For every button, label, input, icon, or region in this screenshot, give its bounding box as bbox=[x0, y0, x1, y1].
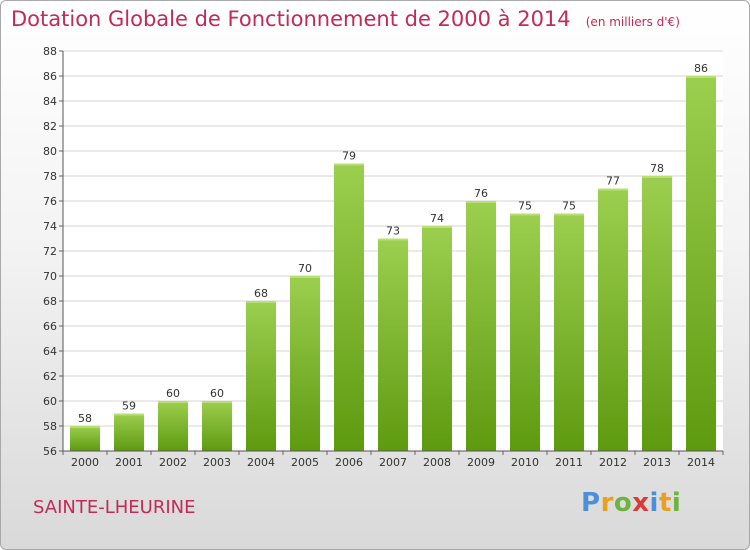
data-label: 60 bbox=[210, 387, 224, 400]
data-label: 74 bbox=[430, 212, 444, 225]
x-tick-label: 2002 bbox=[159, 456, 187, 469]
logo-letter: i bbox=[671, 488, 682, 518]
bar-highlight bbox=[466, 201, 496, 203]
bar bbox=[334, 163, 364, 451]
logo-letter: x bbox=[632, 488, 650, 518]
data-label: 76 bbox=[474, 187, 488, 200]
x-tick-label: 2010 bbox=[511, 456, 539, 469]
y-tick-label: 66 bbox=[43, 320, 57, 333]
bar bbox=[158, 401, 188, 451]
data-label: 79 bbox=[342, 150, 356, 163]
data-label: 70 bbox=[298, 262, 312, 275]
x-tick-label: 2013 bbox=[643, 456, 671, 469]
data-label: 58 bbox=[78, 412, 92, 425]
x-tick-label: 2011 bbox=[555, 456, 583, 469]
commune-name: SAINTE-LHEURINE bbox=[33, 497, 196, 518]
bar-highlight bbox=[202, 401, 232, 403]
y-tick-label: 64 bbox=[43, 345, 57, 358]
data-label: 77 bbox=[606, 175, 620, 188]
title-text: Dotation Globale de Fonctionnement de 20… bbox=[11, 7, 571, 31]
y-tick-label: 86 bbox=[43, 70, 57, 83]
y-tick-label: 68 bbox=[43, 295, 57, 308]
data-label: 75 bbox=[518, 200, 532, 213]
data-label: 75 bbox=[562, 200, 576, 213]
bar bbox=[202, 401, 232, 451]
y-tick-label: 62 bbox=[43, 370, 57, 383]
bar bbox=[510, 213, 540, 451]
logo-letter: r bbox=[600, 488, 614, 518]
y-tick-label: 80 bbox=[43, 145, 57, 158]
x-tick-label: 2005 bbox=[291, 456, 319, 469]
x-tick-label: 2007 bbox=[379, 456, 407, 469]
chart-title: Dotation Globale de Fonctionnement de 20… bbox=[11, 7, 680, 31]
x-tick-label: 2003 bbox=[203, 456, 231, 469]
y-tick-label: 56 bbox=[43, 445, 57, 458]
bar bbox=[466, 201, 496, 451]
bar-highlight bbox=[422, 226, 452, 228]
bar bbox=[246, 301, 276, 451]
bar bbox=[642, 176, 672, 451]
bar-highlight bbox=[114, 413, 144, 416]
bar bbox=[598, 188, 628, 451]
bar bbox=[422, 226, 452, 451]
bar-highlight bbox=[510, 213, 540, 216]
x-tick-label: 2009 bbox=[467, 456, 495, 469]
bar-highlight bbox=[290, 276, 320, 278]
bar-highlight bbox=[598, 188, 628, 191]
y-tick-label: 60 bbox=[43, 395, 57, 408]
y-tick-label: 88 bbox=[43, 45, 57, 58]
data-label: 73 bbox=[386, 225, 400, 238]
x-tick-label: 2006 bbox=[335, 456, 363, 469]
bar-highlight bbox=[642, 176, 672, 178]
y-tick-label: 72 bbox=[43, 245, 57, 258]
bar bbox=[70, 426, 100, 451]
x-tick-label: 2001 bbox=[115, 456, 143, 469]
y-tick-label: 84 bbox=[43, 95, 57, 108]
bar-highlight bbox=[554, 213, 584, 216]
data-label: 59 bbox=[122, 400, 136, 413]
bar-highlight bbox=[70, 426, 100, 428]
data-label: 78 bbox=[650, 162, 664, 175]
bar bbox=[378, 238, 408, 451]
y-tick-label: 74 bbox=[43, 220, 57, 233]
bar-highlight bbox=[334, 163, 364, 166]
x-tick-label: 2012 bbox=[599, 456, 627, 469]
x-tick-label: 2008 bbox=[423, 456, 451, 469]
logo-letter: o bbox=[613, 488, 633, 518]
data-label: 86 bbox=[694, 62, 708, 75]
bar-highlight bbox=[158, 401, 188, 403]
proxiti-logo: Proxiti bbox=[581, 488, 681, 518]
logo-letter: t bbox=[658, 488, 672, 518]
y-tick-label: 76 bbox=[43, 195, 57, 208]
y-tick-label: 70 bbox=[43, 270, 57, 283]
logo-letter: i bbox=[649, 488, 659, 518]
x-tick-label: 2014 bbox=[687, 456, 715, 469]
logo-letter: P bbox=[581, 488, 601, 518]
unit-note: (en milliers d'€) bbox=[585, 15, 680, 29]
bar bbox=[114, 413, 144, 451]
data-label: 60 bbox=[166, 387, 180, 400]
y-tick-label: 82 bbox=[43, 120, 57, 133]
bar bbox=[686, 76, 716, 451]
x-tick-label: 2000 bbox=[71, 456, 99, 469]
y-tick-label: 58 bbox=[43, 420, 57, 433]
data-label: 68 bbox=[254, 287, 268, 300]
y-tick-label: 78 bbox=[43, 170, 57, 183]
bar bbox=[554, 213, 584, 451]
bar-highlight bbox=[378, 238, 408, 241]
x-tick-label: 2004 bbox=[247, 456, 275, 469]
bar-highlight bbox=[246, 301, 276, 303]
bar bbox=[290, 276, 320, 451]
bar-highlight bbox=[686, 76, 716, 78]
